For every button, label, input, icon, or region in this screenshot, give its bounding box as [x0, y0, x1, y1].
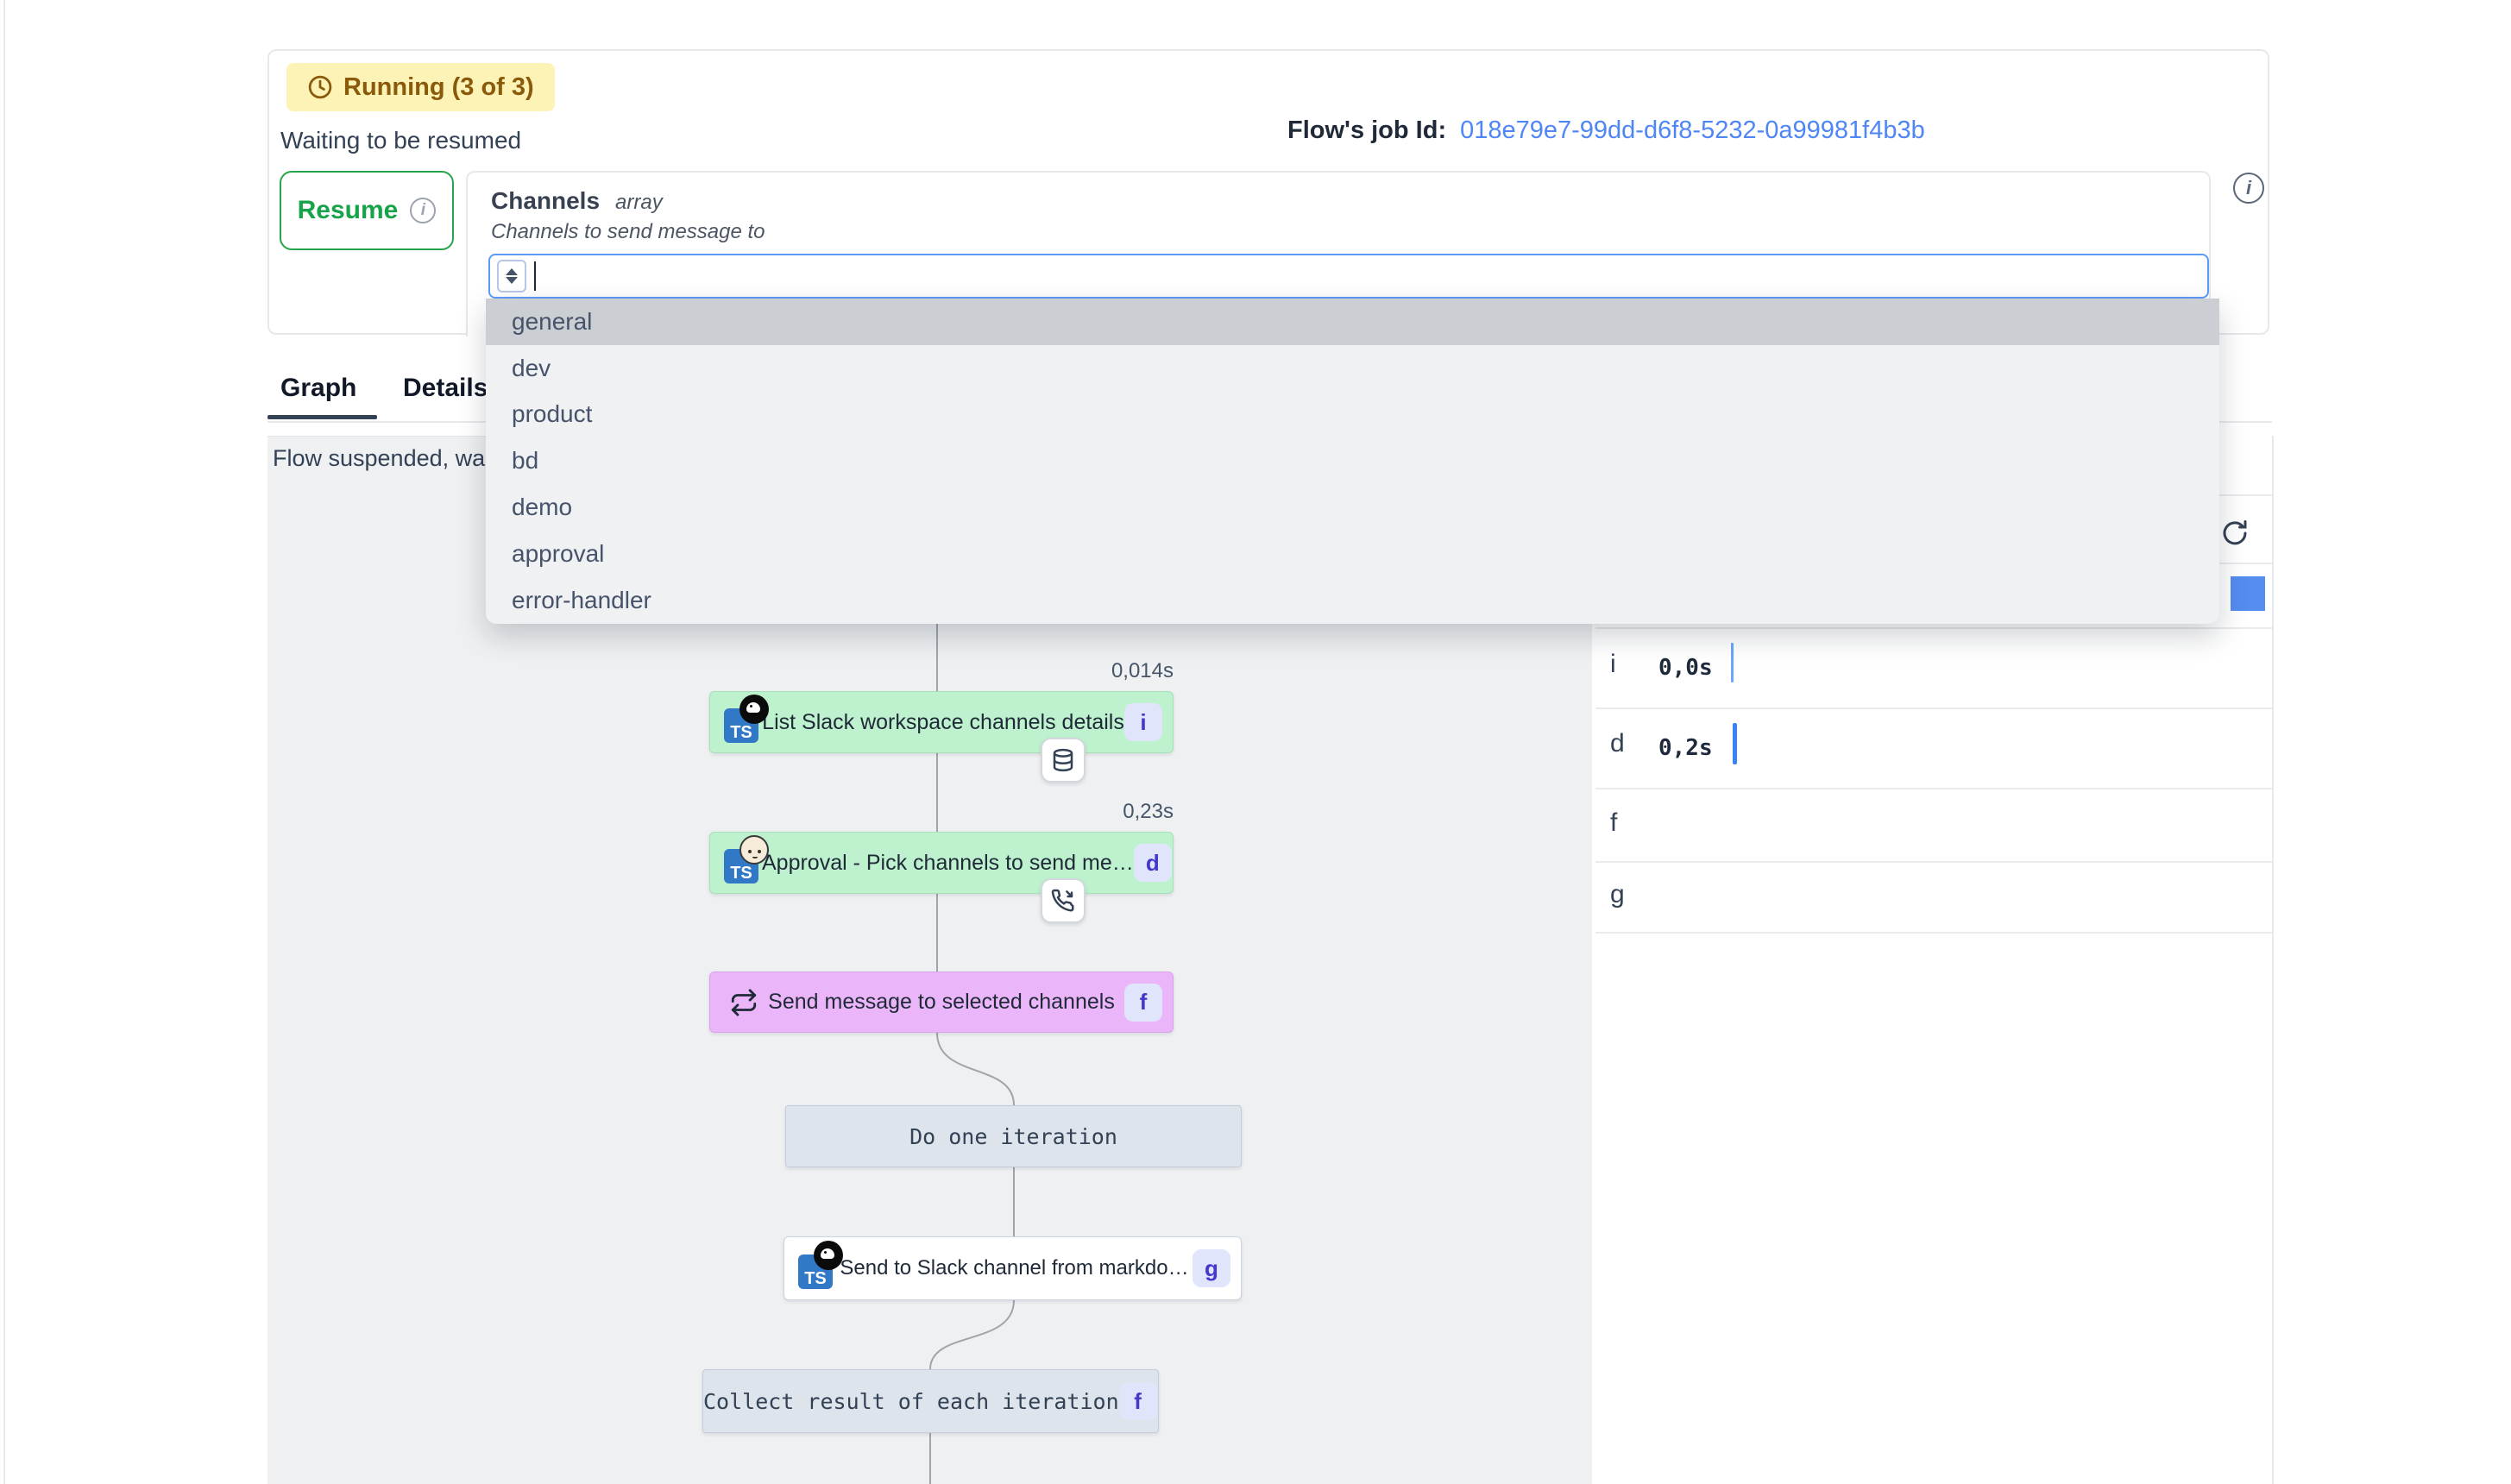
step-id-badge: d: [1133, 844, 1172, 882]
resume-button[interactable]: Resume i: [280, 171, 454, 250]
dropdown-option-demo[interactable]: demo: [512, 494, 573, 521]
tab-graph-active-underline: [267, 415, 377, 419]
status-badge-label: Running (3 of 3): [343, 72, 534, 101]
node-duration: 0,014s: [1111, 659, 1174, 682]
repeat-loop-icon: [731, 988, 757, 1016]
panel-divider: [1595, 861, 2272, 863]
panel-divider: [1595, 932, 2272, 934]
clock-icon: [308, 75, 332, 99]
flow-node-list-channels[interactable]: TS List Slack workspace channels details…: [709, 691, 1174, 753]
suspend-approval-icon[interactable]: [1041, 878, 1086, 923]
legend-execution-swatch: [2231, 576, 2265, 611]
tab-details[interactable]: Details: [403, 374, 488, 402]
flow-node-send-to-slack[interactable]: TS Send to Slack channel from markdo… g: [784, 1236, 1242, 1300]
typescript-deno-icon: TS: [798, 1241, 843, 1289]
node-title: Collect result of each iteration: [703, 1388, 1119, 1414]
timeline-row-label[interactable]: i: [1610, 650, 1616, 678]
channels-dropdown[interactable]: general dev product bd demo approval err…: [486, 299, 2219, 624]
step-id-badge: i: [1124, 703, 1162, 741]
timeline-row-duration: 0,0s: [1658, 655, 1713, 681]
typescript-deno-icon: TS: [724, 695, 769, 743]
expand-chevrons-icon[interactable]: [497, 260, 526, 292]
dropdown-option-error-handler[interactable]: error-handler: [512, 586, 651, 613]
panel-divider: [1595, 627, 2272, 629]
refresh-icon[interactable]: [2219, 518, 2250, 549]
job-id-link[interactable]: 018e79e7-99dd-d6f8-5232-0a99981f4b3b: [1460, 116, 1925, 144]
field-name: Channels: [491, 187, 601, 214]
panel-divider: [1595, 788, 2272, 789]
status-badge: Running (3 of 3): [286, 63, 555, 111]
field-description: Channels to send message to: [491, 220, 765, 243]
flow-node-forloop[interactable]: Send message to selected channels f: [709, 972, 1174, 1033]
timeline-row-label[interactable]: g: [1610, 880, 1625, 909]
field-type: array: [615, 191, 663, 214]
execution-bar: [1733, 723, 1737, 764]
tab-graph[interactable]: Graph: [280, 374, 357, 402]
node-duration: 0,23s: [1123, 800, 1174, 823]
form-info-icon[interactable]: i: [2233, 173, 2264, 204]
resume-info-icon[interactable]: i: [410, 198, 437, 223]
flow-suspended-banner: Flow suspended, wa: [273, 445, 486, 471]
job-id-label: Flow's job Id:: [1287, 116, 1447, 144]
node-title: Do one iteration: [909, 1123, 1117, 1149]
cache-result-icon[interactable]: [1041, 738, 1086, 783]
panel-divider: [1595, 707, 2272, 709]
step-id-badge: f: [1124, 983, 1162, 1022]
timeline-row-label[interactable]: f: [1610, 808, 1618, 837]
left-divider: [3, 0, 5, 1484]
run-status-card: Running (3 of 3) Flow's job Id: 018e79e7…: [267, 49, 2269, 336]
dropdown-option-product[interactable]: product: [512, 400, 593, 428]
typescript-bun-icon: TS: [724, 835, 769, 883]
resume-button-label: Resume: [297, 196, 399, 224]
dropdown-option-bd[interactable]: bd: [512, 447, 539, 475]
node-title: Send to Slack channel from markdo…: [840, 1256, 1189, 1280]
dropdown-option-general[interactable]: general: [486, 299, 2219, 345]
flow-node-approval[interactable]: TS Approval - Pick channels to send me… …: [709, 832, 1174, 894]
timeline-row-label[interactable]: d: [1610, 729, 1625, 758]
timeline-row-duration: 0,2s: [1658, 735, 1713, 761]
node-title: List Slack workspace channels details: [762, 709, 1124, 734]
node-title: Send message to selected channels: [768, 990, 1115, 1014]
dropdown-option-approval[interactable]: approval: [512, 539, 605, 567]
field-title-row: Channels array: [491, 187, 663, 215]
job-id-row: Flow's job Id: 018e79e7-99dd-d6f8-5232-0…: [1287, 116, 1925, 145]
node-title: Approval - Pick channels to send me…: [762, 850, 1134, 875]
step-id-badge: g: [1192, 1249, 1230, 1287]
execution-bar: [1731, 643, 1734, 682]
flow-node-do-one-iteration[interactable]: Do one iteration: [785, 1105, 1242, 1167]
flow-node-collect-result[interactable]: Collect result of each iteration f: [702, 1369, 1159, 1433]
waiting-text: Waiting to be resumed: [280, 127, 522, 154]
channels-input[interactable]: [488, 254, 2209, 299]
dropdown-option-dev[interactable]: dev: [512, 354, 551, 381]
text-cursor: [534, 261, 536, 291]
step-id-badge: f: [1118, 1382, 1157, 1420]
